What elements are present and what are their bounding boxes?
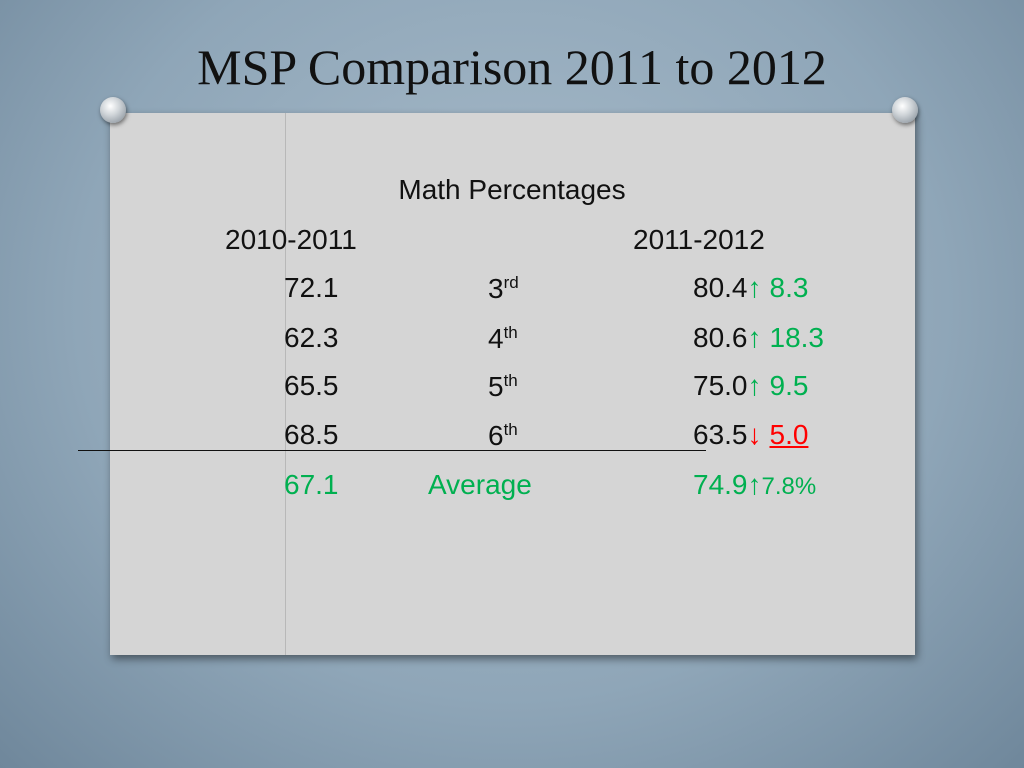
value-2012: 80.6 <box>693 322 748 353</box>
value-2012-group: 63.5↓ 5.0 <box>693 421 808 449</box>
change: 8.3 <box>769 272 809 303</box>
change: 18.3 <box>769 322 825 353</box>
trend-arrow: ↓ <box>747 419 762 450</box>
grade-number: 6 <box>488 420 504 451</box>
value-2012: 75.0 <box>693 370 748 401</box>
trend-arrow: ↑ <box>747 469 762 500</box>
grade-suffix: th <box>503 420 518 439</box>
pin <box>892 97 918 123</box>
value-2012-group: 80.6↑ 18.3 <box>693 324 824 352</box>
grade-suffix: th <box>503 323 518 342</box>
grade-number: 5 <box>488 371 504 402</box>
grade: 6th <box>488 421 518 450</box>
grade-number: 3 <box>488 273 504 304</box>
value-2011: 68.5 <box>284 419 339 450</box>
subtitle: Math Percentages <box>398 174 626 205</box>
divider-line <box>78 450 706 451</box>
slide-title: MSP Comparison 2011 to 2012 <box>197 39 827 95</box>
value-2011: 62.3 <box>284 322 339 353</box>
trend-arrow: ↑ <box>747 272 762 303</box>
trend-arrow: ↑ <box>747 322 762 353</box>
value-2011: 72.1 <box>284 272 339 303</box>
row-label: Average <box>428 469 532 500</box>
column-header: 2010-2011 <box>225 224 357 255</box>
trend-arrow: ↑ <box>747 370 762 401</box>
value-2011: 65.5 <box>284 370 339 401</box>
value-2012-group: 74.9↑7.8% <box>693 471 816 499</box>
change: 9.5 <box>769 370 809 401</box>
grade: 5th <box>488 372 518 401</box>
grade-suffix: th <box>503 371 518 390</box>
value-2012: 80.4 <box>693 272 748 303</box>
change: 5.0 <box>769 419 809 450</box>
change: 7.8% <box>761 473 817 500</box>
value-2012: 63.5 <box>693 419 748 450</box>
margin-line <box>285 113 286 655</box>
value-2012-group: 80.4↑ 8.3 <box>693 274 808 302</box>
grade: 4th <box>488 324 518 353</box>
value-2011: 67.1 <box>284 469 339 500</box>
grade-suffix: rd <box>503 273 519 292</box>
value-2012: 74.9 <box>693 469 748 500</box>
board <box>110 113 915 655</box>
pin <box>100 97 126 123</box>
grade-number: 4 <box>488 323 504 354</box>
value-2012-group: 75.0↑ 9.5 <box>693 372 808 400</box>
column-header: 2011-2012 <box>633 224 765 255</box>
grade: 3rd <box>488 274 519 303</box>
